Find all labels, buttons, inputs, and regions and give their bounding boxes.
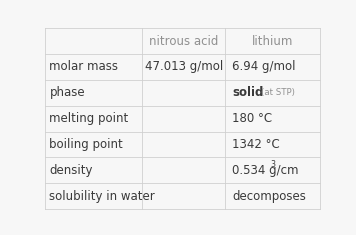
Text: density: density — [49, 164, 93, 177]
Text: boiling point: boiling point — [49, 138, 123, 151]
Text: 0.534 g/cm: 0.534 g/cm — [232, 164, 299, 177]
Text: decomposes: decomposes — [232, 190, 306, 203]
Text: 1342 °C: 1342 °C — [232, 138, 280, 151]
Text: 47.013 g/mol: 47.013 g/mol — [145, 60, 223, 74]
Text: lithium: lithium — [252, 35, 293, 48]
Text: melting point: melting point — [49, 112, 129, 125]
Text: molar mass: molar mass — [49, 60, 119, 74]
Text: phase: phase — [49, 86, 85, 99]
Text: (at STP): (at STP) — [261, 88, 295, 97]
Text: 6.94 g/mol: 6.94 g/mol — [232, 60, 295, 74]
Text: solid: solid — [232, 86, 263, 99]
Text: solubility in water: solubility in water — [49, 190, 155, 203]
Text: 180 °C: 180 °C — [232, 112, 272, 125]
Text: nitrous acid: nitrous acid — [149, 35, 219, 48]
Text: 3: 3 — [270, 160, 275, 169]
